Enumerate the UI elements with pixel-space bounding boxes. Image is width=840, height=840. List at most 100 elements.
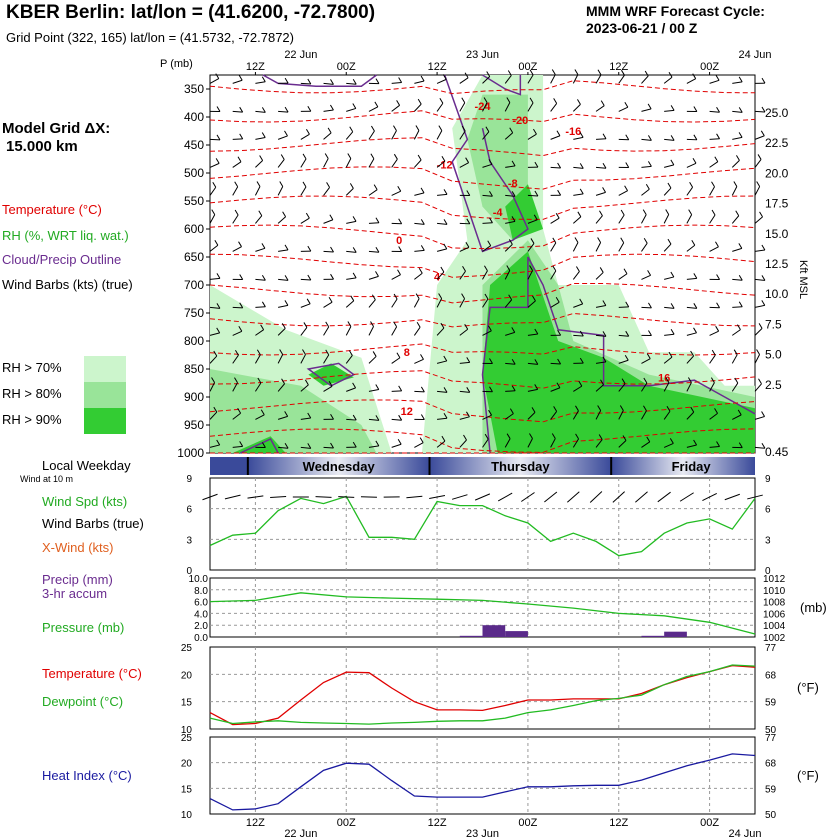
wind-barb-flag <box>352 78 357 85</box>
heat-left-tick: 15 <box>181 784 193 795</box>
wind-barb <box>504 270 511 280</box>
wind-barb-flag <box>416 321 421 328</box>
wind-barb <box>641 108 652 112</box>
pressure-tick-label: 400 <box>184 110 204 124</box>
wind-barb <box>368 106 379 112</box>
wind-barb <box>618 214 625 224</box>
wind-barb <box>482 163 493 168</box>
wind-barb <box>618 306 629 308</box>
wind-barb-flag <box>330 413 334 420</box>
rh-shading <box>210 75 755 453</box>
wind-barb-flag <box>553 406 558 412</box>
wind-barb <box>413 298 420 308</box>
weekday-label: Wednesday <box>303 459 376 474</box>
wind-barb-flag <box>487 325 492 332</box>
wind-barb-flag <box>579 163 584 169</box>
wind-barb <box>323 326 330 336</box>
wind-barb <box>323 109 334 112</box>
cloud-outline-top <box>262 74 377 87</box>
wind-barb-flag <box>440 322 445 329</box>
wind-barb <box>414 222 425 225</box>
wind-barb-flag <box>258 210 263 216</box>
wind-barb-flag <box>693 327 697 334</box>
wind-barb <box>686 244 696 252</box>
wind-barb <box>572 438 579 448</box>
wind-barb <box>255 278 266 281</box>
wind-barb-flag <box>557 329 562 336</box>
wind-barb <box>664 109 675 112</box>
heat-left-tick: 20 <box>181 759 193 770</box>
wind-barb <box>414 442 424 448</box>
wind-barb-flag <box>531 407 536 413</box>
wind-barb-flag <box>214 239 219 246</box>
wind-barb <box>686 382 692 392</box>
pressure-right-tick: 1010 <box>763 586 786 597</box>
wind-barb <box>459 298 466 308</box>
wind-barb-flag <box>693 134 698 141</box>
wind-barb <box>323 301 333 308</box>
wind-barb-flag <box>307 78 312 85</box>
heat-right-tick: 50 <box>765 810 777 821</box>
wind-barb <box>482 330 492 336</box>
wind-barb-flag <box>260 409 265 416</box>
wind-barb-flag <box>235 349 239 356</box>
wind-barb-flag <box>529 265 533 271</box>
wind-barb <box>209 214 216 224</box>
wind-barb-flag <box>557 358 562 365</box>
wind-barb <box>459 390 470 393</box>
wind-barb <box>300 417 311 420</box>
wind-barb-flag <box>647 161 652 167</box>
wind-barb-flag <box>597 69 602 75</box>
temperature-contour-line <box>209 195 756 220</box>
pressure-tick-label: 600 <box>184 222 204 236</box>
wind-barb <box>414 272 423 280</box>
wind-barb <box>686 355 694 364</box>
wind-barb-flag <box>216 106 221 112</box>
wind-barb-flag <box>736 155 740 161</box>
wind-barb <box>368 388 379 392</box>
wind-barb-flag <box>370 153 375 159</box>
wind-barb-flag <box>279 349 284 355</box>
wind-barb <box>323 132 332 140</box>
forecast-cycle-date: 2023-06-21 / 00 Z <box>586 20 698 36</box>
wind-barb-flag <box>761 77 766 84</box>
bottom-time-label: 12Z <box>609 817 628 829</box>
pressure-tick-label: 550 <box>184 194 204 208</box>
wind-barb-flag <box>711 209 716 216</box>
wind-barbs-label: Wind Barbs (true) <box>42 516 144 531</box>
wind-left-tick: 0 <box>186 566 192 577</box>
pressure-line <box>209 592 756 635</box>
wind-barb-flag <box>733 181 738 187</box>
wind-barb-flag <box>646 353 651 359</box>
wind-barb-flag <box>716 106 720 113</box>
wind-barb-flag <box>552 265 557 272</box>
pressure-tick-label: 450 <box>184 138 204 152</box>
wind-barb-flag <box>466 387 471 393</box>
wind-barb-flag <box>325 349 330 356</box>
wind-barb-flag <box>281 323 286 329</box>
wind-barb-flag <box>756 349 760 355</box>
wind-barb <box>391 298 398 308</box>
pressure-tick-label: 800 <box>184 334 204 348</box>
pressure-tick-label: 350 <box>184 82 204 96</box>
temperature-contour-label: -16 <box>565 126 581 138</box>
top-date-label: 23 Jun <box>466 49 499 61</box>
wind-barb <box>459 361 470 364</box>
pressure-label: Pressure (mb) <box>42 620 125 635</box>
wind-barb-flag <box>238 241 242 247</box>
wind-barb-flag <box>330 442 334 449</box>
wind-barb-flag <box>670 135 675 141</box>
wind-barb-flag <box>371 125 375 132</box>
wind-barb-flag <box>600 100 605 106</box>
wind-barb-flag <box>577 211 582 218</box>
wind-barb <box>232 246 242 252</box>
wind-barb-flag <box>211 377 215 383</box>
wind-barb-flag <box>261 132 266 138</box>
wind-barb <box>278 278 289 281</box>
wind-barb-flag <box>375 217 380 224</box>
pressure-right-tick: 1006 <box>763 609 786 620</box>
wind-barb-flag <box>261 442 266 448</box>
wind-barb-flag <box>347 153 352 159</box>
wind-barb <box>300 133 310 140</box>
wind-barb <box>732 81 743 84</box>
